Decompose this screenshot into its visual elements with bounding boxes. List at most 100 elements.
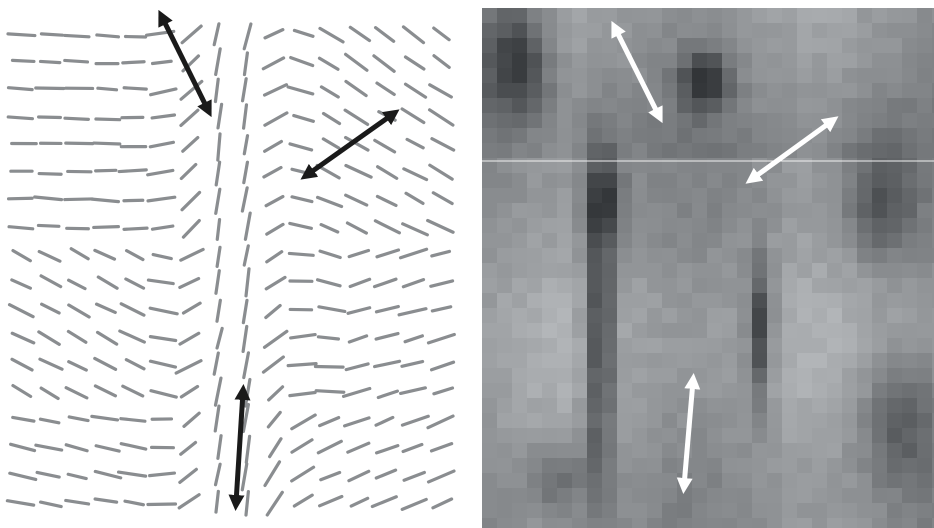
- image-pixel: [572, 428, 588, 444]
- image-pixel: [497, 158, 513, 174]
- image-pixel: [632, 503, 648, 519]
- image-pixel: [662, 488, 678, 504]
- image-pixel: [827, 428, 843, 444]
- image-pixel: [542, 428, 558, 444]
- image-pixel: [647, 143, 663, 159]
- image-pixel: [767, 488, 783, 504]
- image-pixel: [767, 263, 783, 279]
- image-pixel: [827, 263, 843, 279]
- image-pixel: [902, 53, 918, 69]
- image-pixel: [662, 413, 678, 429]
- image-pixel: [617, 68, 633, 84]
- image-pixel: [917, 518, 933, 528]
- image-pixel: [722, 23, 738, 39]
- image-pixel: [722, 128, 738, 144]
- image-pixel: [557, 413, 573, 429]
- image-pixel: [692, 323, 708, 339]
- image-pixel: [512, 23, 528, 39]
- image-pixel: [497, 218, 513, 234]
- image-pixel: [512, 113, 528, 129]
- image-pixel: [512, 98, 528, 114]
- image-pixel: [482, 503, 498, 519]
- image-pixel: [782, 293, 798, 309]
- image-pixel: [662, 128, 678, 144]
- image-pixel: [497, 263, 513, 279]
- image-pixel: [872, 488, 888, 504]
- image-pixel: [587, 218, 603, 234]
- image-pixel: [722, 353, 738, 369]
- image-pixel: [497, 98, 513, 114]
- image-pixel: [797, 293, 813, 309]
- image-pixel: [482, 173, 498, 189]
- image-pixel: [917, 473, 933, 489]
- image-pixel: [782, 218, 798, 234]
- image-pixel: [482, 218, 498, 234]
- image-pixel: [782, 248, 798, 264]
- image-pixel: [722, 293, 738, 309]
- image-pixel: [497, 23, 513, 39]
- field-vector: [8, 117, 32, 119]
- image-pixel: [497, 188, 513, 204]
- image-pixel: [797, 458, 813, 474]
- image-pixel: [797, 53, 813, 69]
- image-pixel: [797, 278, 813, 294]
- image-pixel: [482, 443, 498, 459]
- image-pixel: [587, 248, 603, 264]
- image-pixel: [917, 83, 933, 99]
- image-pixel: [482, 293, 498, 309]
- image-pixel: [782, 173, 798, 189]
- image-pixel: [872, 278, 888, 294]
- image-pixel: [707, 203, 723, 219]
- image-pixel: [752, 143, 768, 159]
- image-pixel: [527, 263, 543, 279]
- image-pixel: [797, 488, 813, 504]
- image-pixel: [677, 278, 693, 294]
- image-pixel: [707, 98, 723, 114]
- image-pixel: [542, 98, 558, 114]
- field-vector: [124, 228, 147, 229]
- image-pixel: [662, 173, 678, 189]
- image-pixel: [782, 518, 798, 528]
- image-pixel: [857, 8, 873, 24]
- image-pixel: [572, 278, 588, 294]
- image-pixel: [842, 218, 858, 234]
- image-pixel: [587, 323, 603, 339]
- image-pixel: [872, 173, 888, 189]
- image-pixel: [647, 368, 663, 384]
- image-pixel: [872, 128, 888, 144]
- image-pixel: [797, 113, 813, 129]
- image-pixel: [887, 428, 903, 444]
- image-pixel: [887, 443, 903, 459]
- image-pixel: [617, 308, 633, 324]
- image-pixel: [737, 158, 753, 174]
- image-pixel: [752, 473, 768, 489]
- image-pixel: [902, 83, 918, 99]
- image-pixel: [557, 473, 573, 489]
- image-pixel: [572, 188, 588, 204]
- image-pixel: [797, 158, 813, 174]
- image-pixel: [647, 233, 663, 249]
- image-pixel: [527, 128, 543, 144]
- image-pixel: [677, 233, 693, 249]
- image-pixel: [917, 143, 933, 159]
- image-pixel: [587, 263, 603, 279]
- image-pixel: [737, 308, 753, 324]
- image-pixel: [827, 188, 843, 204]
- image-pixel: [557, 518, 573, 528]
- image-pixel: [917, 158, 933, 174]
- image-pixel: [587, 158, 603, 174]
- image-pixel: [572, 158, 588, 174]
- image-pixel: [827, 8, 843, 24]
- image-pixel: [857, 218, 873, 234]
- image-pixel: [482, 38, 498, 54]
- image-pixel: [587, 353, 603, 369]
- image-pixel: [722, 428, 738, 444]
- image-pixel: [902, 398, 918, 414]
- image-pixel: [722, 263, 738, 279]
- image-pixel: [692, 53, 708, 69]
- image-pixel: [737, 473, 753, 489]
- image-pixel: [857, 173, 873, 189]
- image-pixel: [752, 428, 768, 444]
- image-pixel: [857, 248, 873, 264]
- image-pixel: [632, 413, 648, 429]
